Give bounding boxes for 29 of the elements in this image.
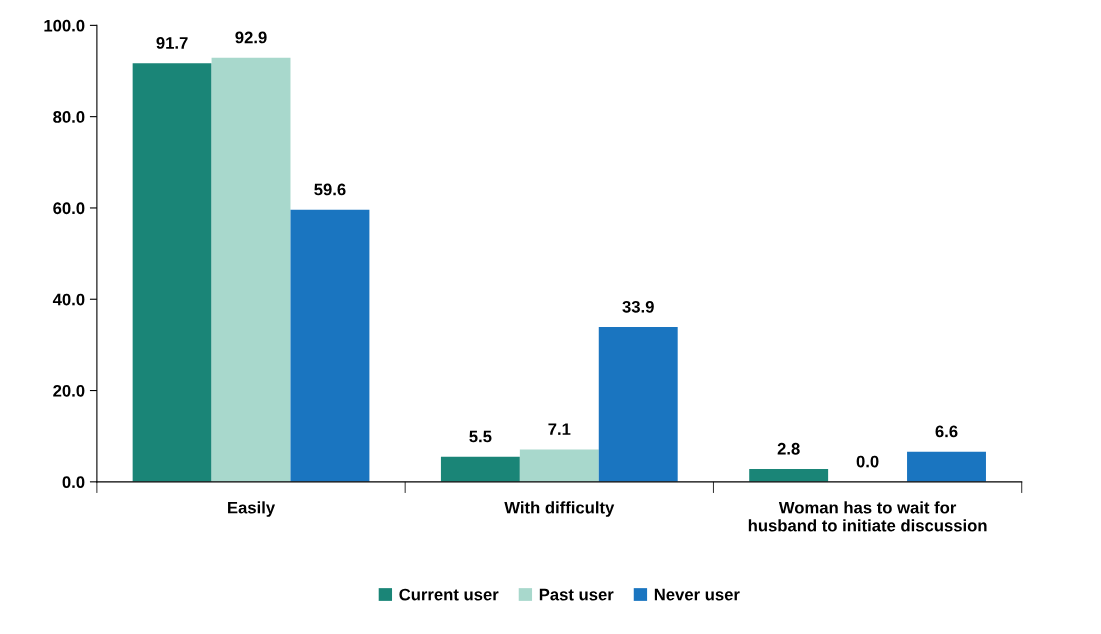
y-tick-label: 20.0 <box>53 384 85 397</box>
data-label: 6.6 <box>935 425 958 438</box>
y-tick-label: 60.0 <box>53 202 85 215</box>
legend-label: Never user <box>654 588 740 601</box>
legend-label: Current user <box>399 588 499 601</box>
bar <box>440 456 520 482</box>
data-label: 59.6 <box>314 183 346 196</box>
y-tick-label: 0.0 <box>62 476 85 489</box>
data-label: 0.0 <box>856 455 879 468</box>
data-label: 91.7 <box>156 37 188 49</box>
data-label: 5.5 <box>469 430 492 443</box>
bar <box>598 327 678 482</box>
y-tick-label: 40.0 <box>52 293 85 306</box>
y-tick-label: 80.0 <box>53 111 85 123</box>
x-tick-label: Woman has to wait for husband to initiate discussion <box>748 501 987 532</box>
data-label: 2.8 <box>777 442 800 455</box>
x-tick-label: Easily <box>228 501 276 517</box>
data-label: 33.9 <box>622 300 654 313</box>
x-tick-label: With difficulty <box>504 501 615 517</box>
bar <box>749 469 829 482</box>
bar <box>211 57 291 482</box>
bar <box>519 449 599 482</box>
data-label: 92.9 <box>235 31 267 44</box>
legend-label: Past user <box>539 588 614 601</box>
bar <box>132 63 212 482</box>
y-tick-label: 100.0 <box>44 19 85 32</box>
data-label: 7.1 <box>548 423 571 435</box>
bar <box>907 451 986 482</box>
bar <box>290 209 370 482</box>
